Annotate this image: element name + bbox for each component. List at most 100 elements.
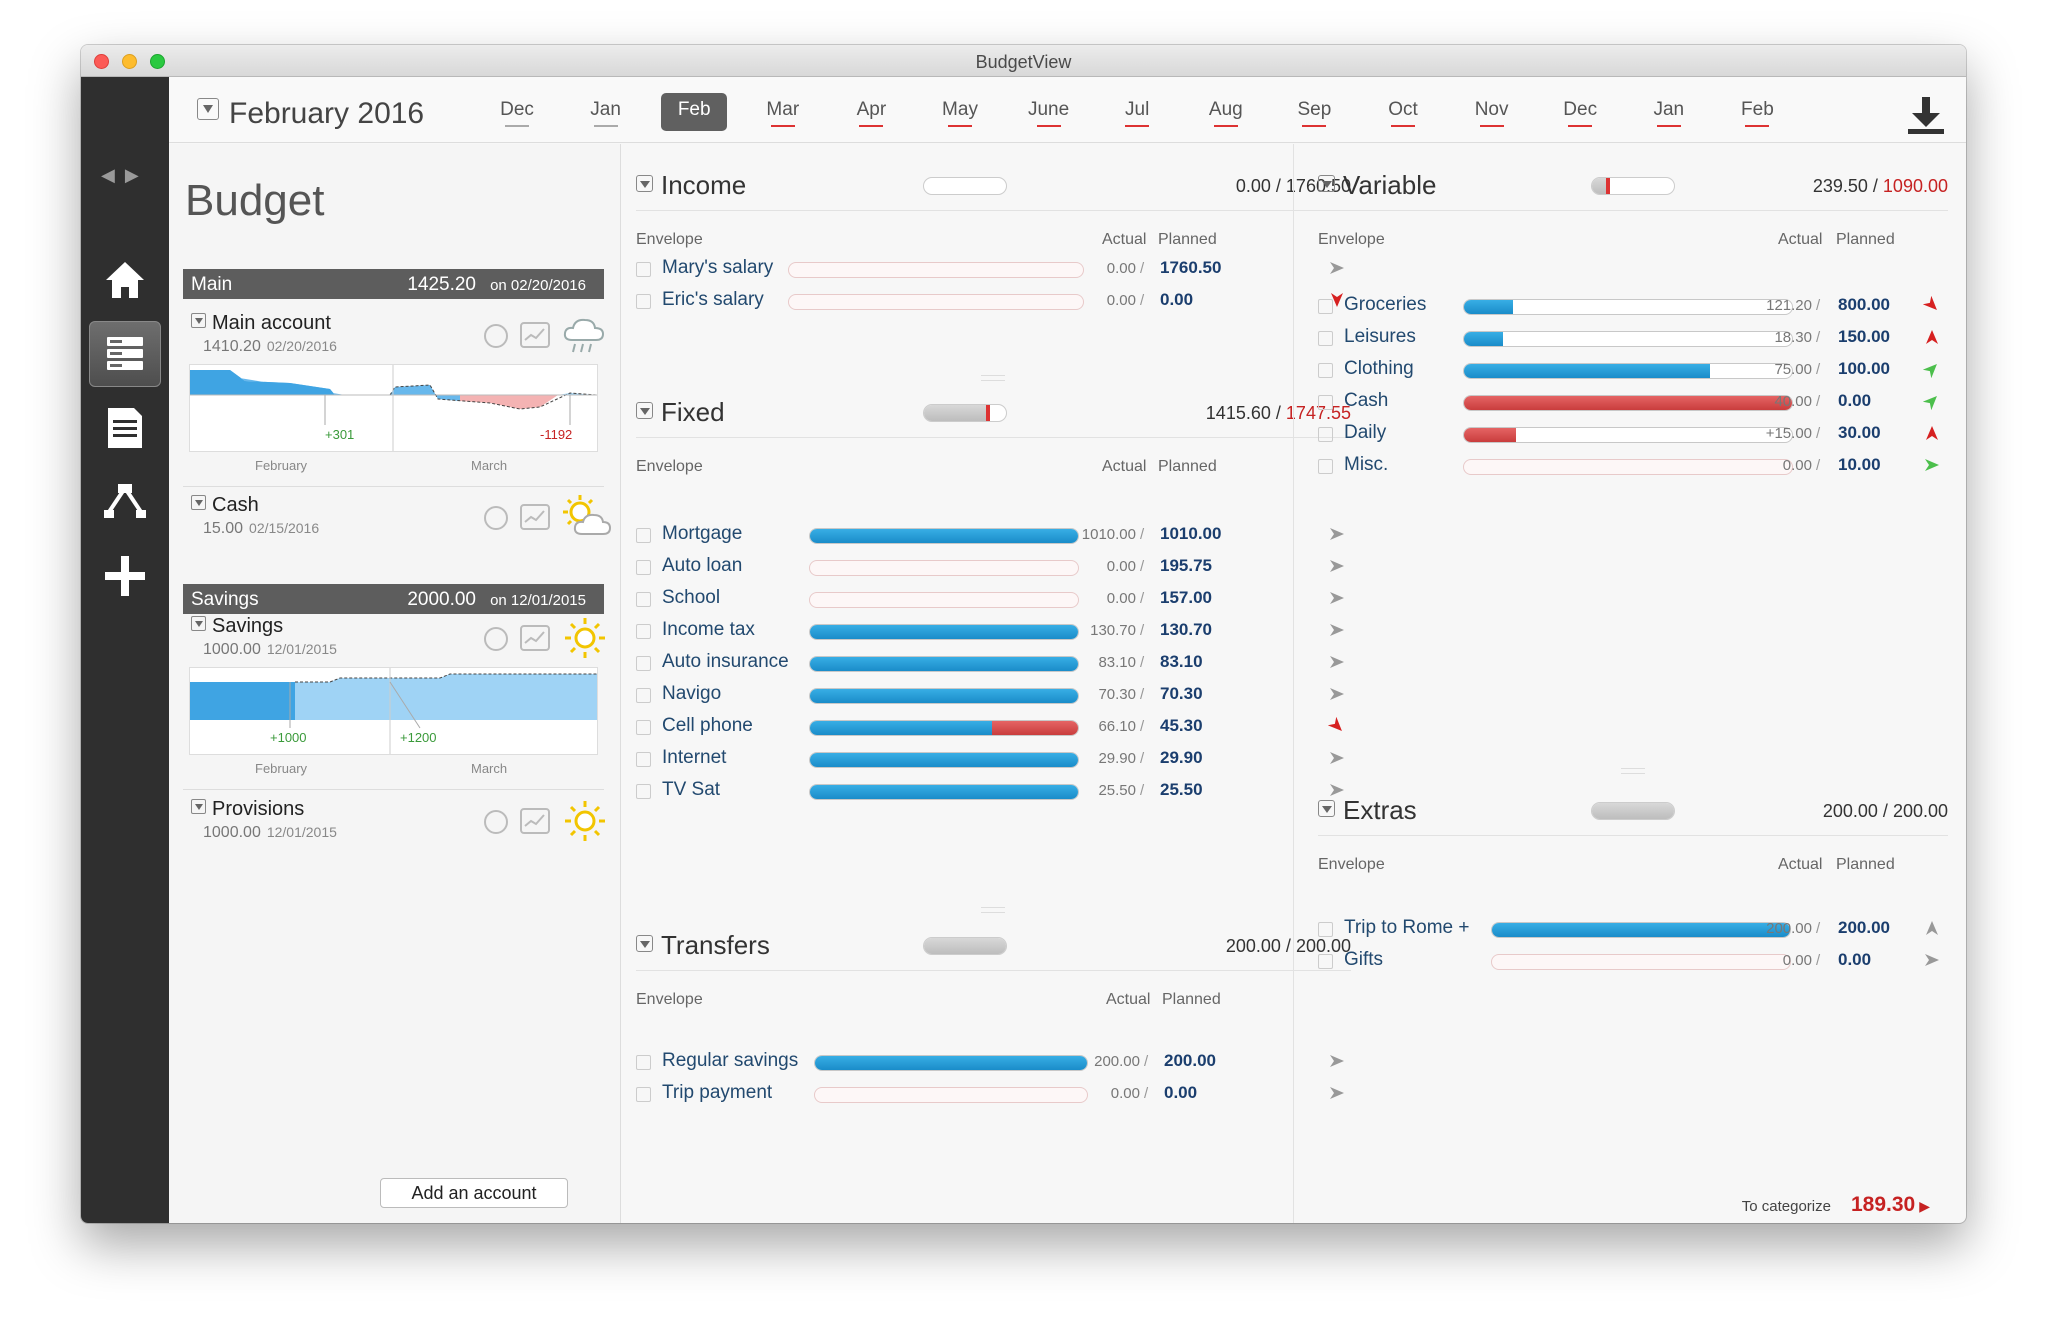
- close-window-button[interactable]: [94, 54, 109, 69]
- envelope-actual[interactable]: 66.10: [1098, 718, 1136, 735]
- envelope-actual[interactable]: 29.90: [1098, 750, 1136, 767]
- collapse-toggle-icon[interactable]: [191, 313, 206, 328]
- envelope-row[interactable]: Clothing 75.00/ 100.00: [1318, 358, 1948, 388]
- collapse-toggle-icon[interactable]: [1318, 800, 1335, 817]
- month-tab[interactable]: Jan: [573, 99, 639, 127]
- envelope-row[interactable]: Auto loan 0.00/ 195.75: [636, 555, 1351, 585]
- envelope-row[interactable]: Internet 29.90/29.90: [636, 747, 1351, 777]
- minimize-window-button[interactable]: [122, 54, 137, 69]
- add-account-button[interactable]: Add an account: [380, 1178, 568, 1208]
- trend-arrow-icon[interactable]: [1328, 589, 1346, 607]
- envelope-actual[interactable]: 75.00: [1774, 361, 1812, 378]
- section-title[interactable]: Transfers: [636, 930, 770, 961]
- main-accounts-header[interactable]: Main 1425.20 on 02/20/2016: [183, 269, 604, 299]
- month-tab[interactable]: Dec: [484, 99, 550, 127]
- envelope-actual[interactable]: 70.30: [1098, 686, 1136, 703]
- envelope-planned[interactable]: 130.70: [1160, 620, 1212, 639]
- envelope-actual[interactable]: 0.00: [1106, 292, 1136, 309]
- envelope-actual[interactable]: 0.00: [1782, 457, 1812, 474]
- splitter-handle[interactable]: [981, 375, 1005, 381]
- home-button[interactable]: [89, 247, 161, 313]
- row-toggle-icon[interactable]: [636, 784, 651, 799]
- envelope-actual[interactable]: 18.30: [1774, 329, 1812, 346]
- envelope-planned[interactable]: 30.00: [1838, 423, 1881, 442]
- collapse-toggle-icon[interactable]: [191, 616, 206, 631]
- projects-button[interactable]: [89, 469, 161, 535]
- forward-arrow-icon[interactable]: ▶: [124, 165, 149, 185]
- envelope-name[interactable]: Mary's salary: [662, 257, 774, 278]
- month-tab[interactable]: Jan: [1636, 99, 1702, 127]
- envelope-planned[interactable]: 0.00: [1838, 391, 1872, 410]
- envelope-name[interactable]: Clothing: [1344, 358, 1414, 379]
- trend-chart-icon[interactable]: [520, 322, 550, 348]
- envelope-name[interactable]: Auto loan: [662, 555, 743, 576]
- month-tab[interactable]: June: [1016, 99, 1082, 127]
- section-title[interactable]: Extras: [1318, 795, 1417, 826]
- envelope-row[interactable]: Eric's salary 0.00/0.00: [636, 289, 1351, 319]
- collapse-toggle-icon[interactable]: [636, 175, 653, 192]
- trend-arrow-icon[interactable]: [1328, 1052, 1346, 1070]
- collapse-toggle-icon[interactable]: [636, 402, 653, 419]
- month-tab[interactable]: Oct: [1370, 99, 1436, 127]
- row-toggle-icon[interactable]: [636, 656, 651, 671]
- envelope-actual[interactable]: 0.00: [1106, 260, 1136, 277]
- envelope-name[interactable]: Trip payment: [662, 1082, 773, 1103]
- trend-chart-icon[interactable]: [520, 504, 550, 530]
- envelope-planned[interactable]: 29.90: [1160, 748, 1203, 767]
- envelope-planned[interactable]: 45.30: [1160, 716, 1203, 735]
- envelope-name[interactable]: Leisures: [1344, 326, 1416, 347]
- trend-arrow-icon[interactable]: [1328, 653, 1346, 671]
- month-tab[interactable]: Aug: [1193, 99, 1259, 127]
- month-tab[interactable]: Dec: [1547, 99, 1613, 127]
- envelope-row[interactable]: Mortgage 1010.00/1010.00: [636, 523, 1351, 553]
- row-toggle-icon[interactable]: [1318, 459, 1333, 474]
- envelope-actual[interactable]: 121.20: [1766, 297, 1812, 314]
- splitter-handle[interactable]: [981, 907, 1005, 913]
- section-title[interactable]: Fixed: [636, 397, 725, 428]
- envelope-actual[interactable]: 40.00: [1774, 393, 1812, 410]
- row-toggle-icon[interactable]: [1318, 954, 1333, 969]
- section-title[interactable]: Income: [636, 170, 746, 201]
- row-toggle-icon[interactable]: [636, 592, 651, 607]
- envelope-planned[interactable]: 150.00: [1838, 327, 1890, 346]
- month-tab[interactable]: May: [927, 99, 993, 127]
- row-toggle-icon[interactable]: [636, 752, 651, 767]
- envelope-planned[interactable]: 0.00: [1838, 950, 1872, 969]
- section-title[interactable]: Variable: [1318, 170, 1436, 201]
- trend-arrow-icon[interactable]: [1328, 685, 1346, 703]
- reconcile-circle-icon[interactable]: [484, 627, 508, 651]
- envelope-actual[interactable]: 0.00: [1782, 952, 1812, 969]
- month-tab[interactable]: Mar: [750, 99, 816, 127]
- trend-chart-icon[interactable]: [520, 808, 550, 834]
- envelope-planned[interactable]: 1760.50: [1160, 258, 1222, 277]
- envelope-row[interactable]: Cell phone 66.10/ 45.30: [636, 715, 1351, 745]
- collapse-toggle-icon[interactable]: [191, 799, 206, 814]
- trend-arrow-icon[interactable]: [1328, 557, 1346, 575]
- envelope-row[interactable]: Misc. 0.00/ 10.00: [1318, 454, 1948, 484]
- row-toggle-icon[interactable]: [1318, 922, 1333, 937]
- account-provisions[interactable]: Provisions 1000.00 12/01/2015: [183, 798, 605, 858]
- envelope-row[interactable]: Regular savings 200.00/200.00: [636, 1050, 1351, 1080]
- envelope-planned[interactable]: 0.00: [1164, 1083, 1198, 1102]
- envelope-actual[interactable]: 200.00: [1094, 1053, 1140, 1070]
- envelope-name[interactable]: Trip to Rome +: [1344, 917, 1470, 938]
- savings-accounts-header[interactable]: Savings 2000.00 on 12/01/2015: [183, 584, 604, 614]
- envelope-row[interactable]: Groceries 121.20/ 800.00: [1318, 294, 1948, 324]
- envelope-name[interactable]: Cash: [1344, 390, 1389, 411]
- trend-chart-icon[interactable]: [520, 625, 550, 651]
- trend-arrow-icon[interactable]: [1923, 919, 1941, 937]
- envelope-name[interactable]: School: [662, 587, 721, 608]
- trend-arrow-icon[interactable]: [1923, 951, 1941, 969]
- trend-arrow-icon[interactable]: [1923, 424, 1941, 442]
- envelope-actual[interactable]: 0.00: [1106, 558, 1136, 575]
- row-toggle-icon[interactable]: [1318, 331, 1333, 346]
- current-month-selector[interactable]: February 2016: [197, 97, 424, 131]
- trend-arrow-icon[interactable]: [1922, 392, 1941, 411]
- reconcile-circle-icon[interactable]: [484, 506, 508, 530]
- envelope-name[interactable]: Mortgage: [662, 523, 743, 544]
- row-toggle-icon[interactable]: [636, 560, 651, 575]
- trend-arrow-icon[interactable]: [1328, 259, 1346, 277]
- envelope-planned[interactable]: 157.00: [1160, 588, 1212, 607]
- envelope-name[interactable]: Gifts: [1344, 949, 1384, 970]
- envelope-planned[interactable]: 100.00: [1838, 359, 1890, 378]
